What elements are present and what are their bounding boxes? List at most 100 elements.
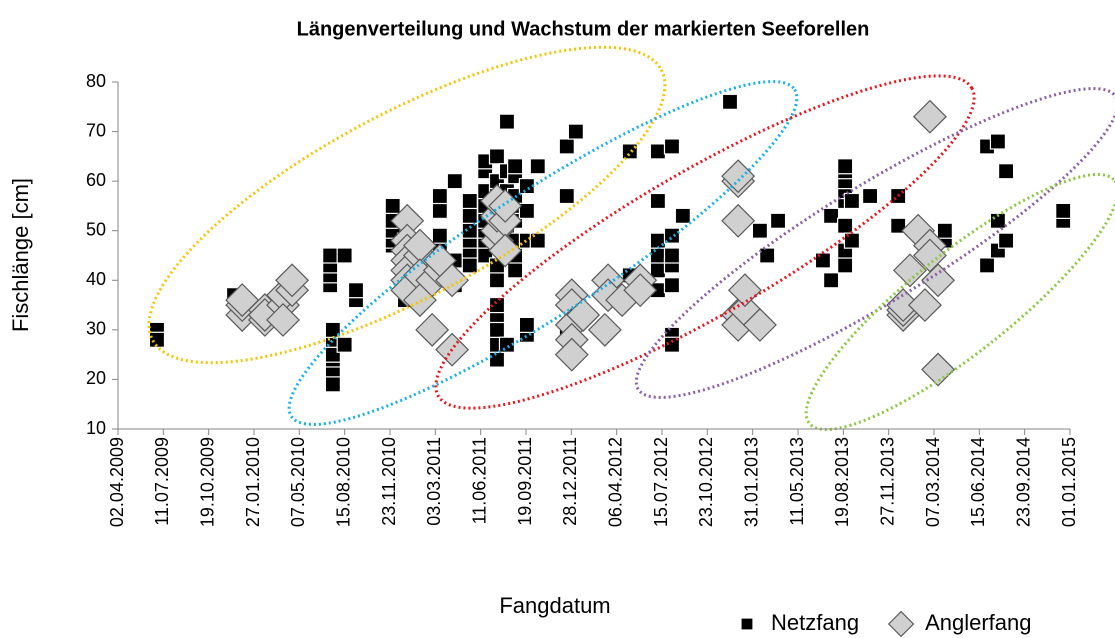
x-tick-label: 01.01.2015 <box>1059 437 1079 527</box>
y-axis-label: Fischlänge [cm] <box>8 178 33 332</box>
point <box>649 247 667 264</box>
point <box>554 337 589 372</box>
point <box>912 99 947 134</box>
point <box>751 222 769 239</box>
x-tick-label: 19.10.2009 <box>197 437 217 527</box>
legend-marker <box>740 617 754 631</box>
x-tick-label: 28.12.2011 <box>560 437 580 526</box>
point <box>921 352 956 387</box>
point <box>759 247 776 264</box>
point <box>488 188 523 223</box>
point <box>518 316 536 333</box>
point <box>558 187 575 205</box>
point <box>936 222 953 239</box>
x-tick-label: 06.04.2012 <box>605 437 625 527</box>
point <box>498 113 516 130</box>
point <box>488 148 506 165</box>
ellipse <box>804 172 1115 432</box>
point <box>623 273 658 308</box>
y-tick-label: 70 <box>86 120 106 140</box>
point <box>1055 202 1072 219</box>
x-tick-label: 19.08.2013 <box>832 437 852 527</box>
point <box>649 192 667 210</box>
point <box>663 247 681 264</box>
x-tick-label: 23.10.2012 <box>696 437 716 527</box>
point <box>997 232 1015 249</box>
x-tick-label: 07.05.2010 <box>288 437 308 527</box>
x-tick-label: 15.08.2010 <box>333 437 353 527</box>
point <box>566 298 601 332</box>
point <box>431 187 448 205</box>
point <box>518 178 536 195</box>
point <box>649 262 667 279</box>
ellipse <box>434 74 976 410</box>
point <box>989 133 1007 150</box>
point <box>446 173 463 190</box>
point <box>324 376 341 393</box>
point <box>721 203 756 238</box>
point <box>507 158 524 175</box>
x-tick-label: 11.06.2011 <box>469 437 489 524</box>
point <box>727 273 762 308</box>
point <box>431 202 448 219</box>
point <box>488 351 506 368</box>
point <box>384 197 401 215</box>
x-tick-label: 03.03.2011 <box>424 437 444 526</box>
point <box>336 336 353 353</box>
y-tick-label: 40 <box>86 269 106 289</box>
point <box>507 262 524 279</box>
point <box>837 158 854 175</box>
point <box>861 187 879 205</box>
point <box>721 93 739 110</box>
point <box>275 263 310 298</box>
point <box>978 257 996 274</box>
x-tick-label: 23.11.2010 <box>379 437 399 526</box>
point <box>488 296 506 314</box>
legend-label: Anglerfang <box>925 610 1031 635</box>
point <box>769 212 787 229</box>
point <box>336 247 353 264</box>
point <box>431 227 448 244</box>
x-tick-label: 07.03.2014 <box>923 437 943 527</box>
point <box>837 217 854 234</box>
point <box>558 138 575 155</box>
point <box>663 277 681 294</box>
y-tick-label: 60 <box>86 170 106 190</box>
y-tick-label: 30 <box>86 319 106 339</box>
y-tick-label: 50 <box>86 219 106 239</box>
point <box>461 207 478 224</box>
point <box>529 158 546 175</box>
point <box>225 283 260 318</box>
point <box>587 312 622 347</box>
x-tick-label: 27.11.2013 <box>877 437 897 526</box>
point <box>663 227 681 244</box>
y-tick-label: 20 <box>86 368 106 388</box>
x-tick-label: 31.01.2013 <box>741 437 761 527</box>
x-tick-label: 23.09.2014 <box>1013 437 1033 527</box>
chart-title: Längenverteilung und Wachstum der markie… <box>297 18 870 40</box>
point <box>488 321 506 338</box>
point <box>621 143 638 160</box>
point <box>822 207 840 224</box>
point <box>663 336 681 353</box>
point <box>461 192 478 210</box>
axes: 10 20 30 40 50 60 70 80 02.04.2009 11.07.2009 19.1… <box>86 71 1079 527</box>
point <box>518 202 536 219</box>
legend-label: Netzfang <box>771 610 859 635</box>
point <box>890 217 907 234</box>
x-tick-label: 27.01.2010 <box>243 437 263 527</box>
y-tick-label: 80 <box>86 71 106 91</box>
point <box>837 257 854 274</box>
point <box>663 138 681 155</box>
legend: Netzfang Anglerfang <box>740 610 1031 638</box>
point <box>649 143 667 160</box>
point <box>921 263 956 298</box>
x-tick-label: 15.06.2014 <box>968 437 988 527</box>
point <box>322 247 339 264</box>
point <box>721 159 756 194</box>
point <box>148 331 166 348</box>
ellipse <box>287 80 799 426</box>
x-tick-label: 11.07.2009 <box>152 437 172 526</box>
point <box>843 192 861 210</box>
